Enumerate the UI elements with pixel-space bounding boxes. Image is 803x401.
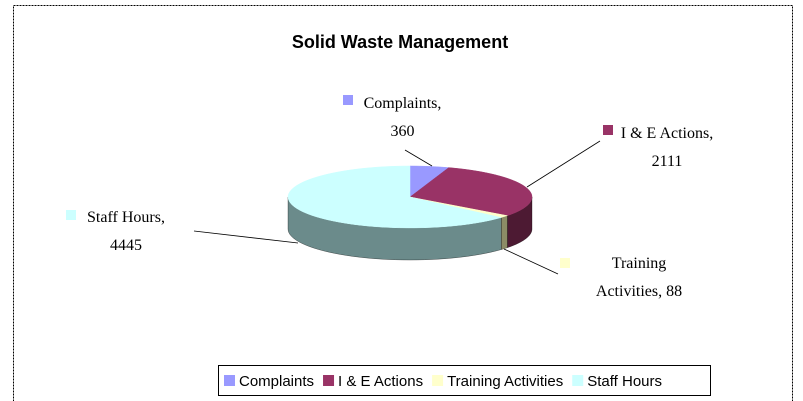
chart-title: Solid Waste Management	[292, 32, 508, 52]
data-label-name: I & E Actions	[620, 125, 710, 142]
data-label-separator: ,	[658, 283, 663, 300]
leader-line	[503, 248, 559, 275]
data-label: Training Activities, 88	[580, 250, 698, 306]
legend-label: Complaints	[239, 373, 314, 390]
data-label-separator: ,	[437, 95, 442, 112]
data-label: I & E Actions, 2111	[612, 120, 722, 176]
legend-swatch	[323, 375, 335, 386]
legend-swatch	[432, 375, 444, 386]
legend-box	[218, 365, 711, 396]
legend-swatch	[572, 375, 584, 386]
leader-line	[526, 140, 601, 188]
legend-label: Staff Hours	[587, 373, 662, 390]
data-label-value: 88	[666, 283, 683, 300]
label-swatch	[66, 210, 76, 220]
data-label-separator: ,	[709, 125, 714, 142]
legend-swatch	[224, 375, 235, 386]
data-label-name: Staff Hours	[87, 209, 161, 226]
pie-slice	[287, 165, 502, 229]
data-label-value: 2111	[651, 153, 683, 170]
pie-slice	[409, 165, 450, 198]
leader-line	[404, 149, 433, 167]
data-label: Staff Hours, 4445	[78, 204, 174, 260]
data-label: Complaints, 360	[355, 90, 450, 146]
pie-side	[501, 215, 508, 250]
pie-slice	[409, 196, 509, 218]
data-label-value: 4445	[110, 237, 142, 254]
data-label-name: Complaints	[363, 95, 438, 112]
data-label-name: Training Activities	[595, 255, 667, 300]
label-swatch	[343, 95, 353, 105]
data-label-value: 360	[390, 123, 415, 140]
legend-label: Training Activities	[447, 373, 563, 390]
pie-slice	[409, 167, 533, 216]
leader-line	[193, 230, 299, 244]
label-swatch	[603, 125, 613, 135]
label-swatch	[560, 258, 570, 268]
legend-label: I & E Actions	[338, 373, 423, 390]
data-label-separator: ,	[160, 209, 165, 226]
